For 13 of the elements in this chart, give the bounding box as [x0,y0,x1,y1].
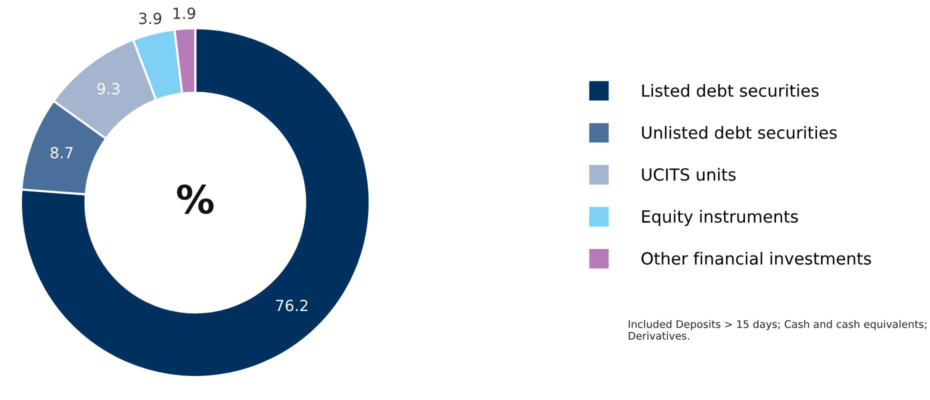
data-label: 8.7 [50,146,73,158]
legend-label: Listed debt securities [642,84,819,97]
data-label: 76.2 [276,300,308,312]
legend-label: UCITS units [642,168,736,181]
donut-slice [20,27,371,378]
legend-label: Unlisted debt securities [642,126,837,139]
text: % [177,184,214,214]
legend-label: Other financial investments [642,252,872,265]
text: Included Deposits > 15 days; Cash and cash equivalents; Derivatives. [628,320,926,340]
data-label: 9.3 [97,82,120,94]
legend-label: Equity instruments [642,210,798,226]
data-label: 1.9 [174,8,196,20]
data-label: 3.9 [139,12,162,24]
